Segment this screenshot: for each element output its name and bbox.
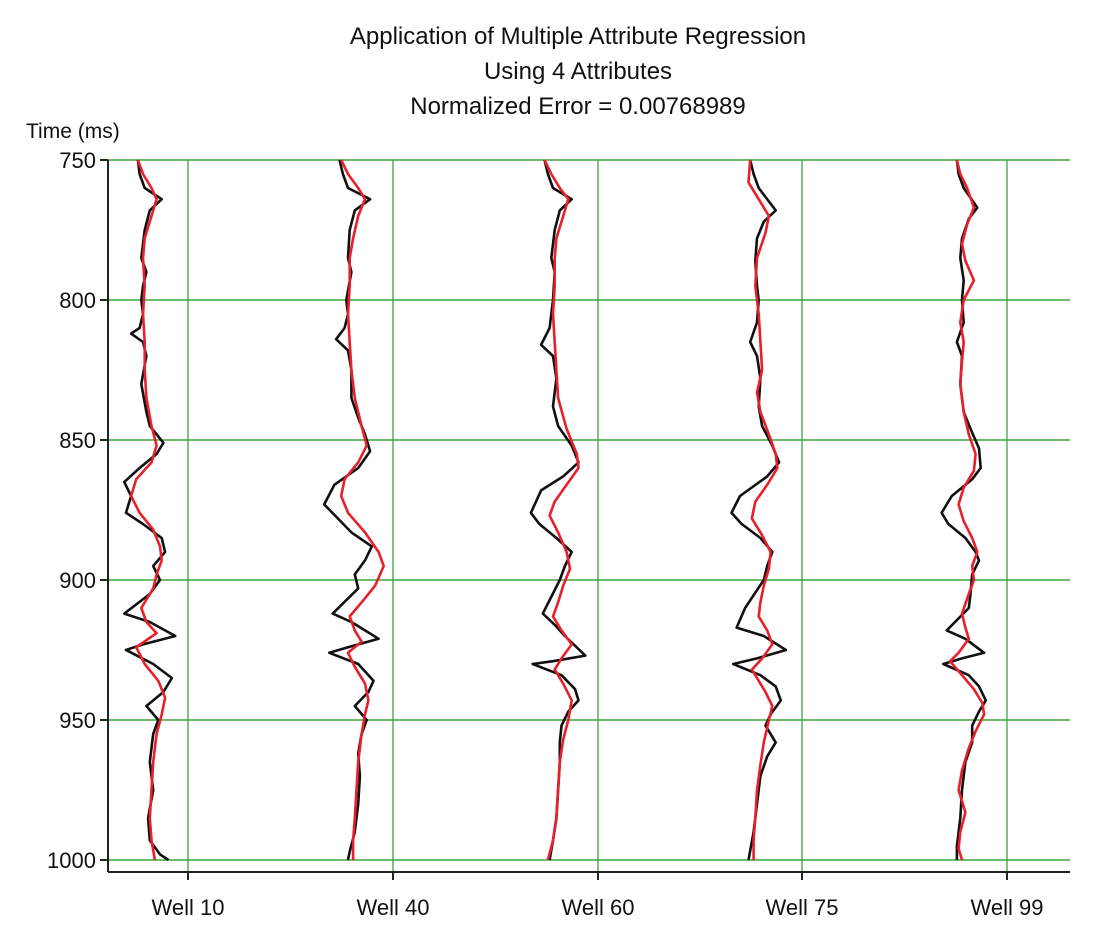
well-label-1: Well 10 xyxy=(152,895,225,920)
y-tick-label-800: 800 xyxy=(59,288,96,313)
predicted-trace-1 xyxy=(129,159,167,861)
well-label-5: Well 99 xyxy=(971,895,1044,920)
chart-title-line-2: Using 4 Attributes xyxy=(484,58,672,85)
predicted-trace-2 xyxy=(339,159,386,860)
chart-title-line-3: Normalized Error = 0.00768989 xyxy=(410,93,746,120)
predicted-trace-5 xyxy=(948,159,986,861)
well-labels: Well 10 Well 40 Well 60 Well 75 Well 99 xyxy=(152,895,1044,920)
well-label-2: Well 40 xyxy=(357,895,430,920)
predicted-trace-3 xyxy=(543,159,580,861)
predicted-trace-4 xyxy=(747,159,779,860)
y-tick-label-900: 900 xyxy=(59,568,96,593)
well-label-3: Well 60 xyxy=(562,895,635,920)
y-tick-label-1000: 1000 xyxy=(47,848,96,873)
chart-title-line-1: Application of Multiple Attribute Regres… xyxy=(350,23,806,50)
y-axis-label: Time (ms) xyxy=(26,120,120,143)
measured-trace-5 xyxy=(940,159,988,860)
y-tick-label-850: 850 xyxy=(59,428,96,453)
axes xyxy=(100,159,1070,880)
chart-title: Application of Multiple Attribute Regres… xyxy=(350,23,806,120)
y-tick-label-750: 750 xyxy=(59,148,96,173)
measured-trace-2 xyxy=(322,159,380,861)
y-tick-label-950: 950 xyxy=(59,708,96,733)
well-logs xyxy=(123,159,988,862)
measured-trace-3 xyxy=(529,159,587,861)
y-tick-labels: 750 800 850 900 950 1000 xyxy=(47,148,96,873)
grid-lines xyxy=(108,159,1070,872)
measured-trace-1 xyxy=(123,159,177,862)
measured-trace-4 xyxy=(730,159,788,861)
well-label-4: Well 75 xyxy=(766,895,839,920)
